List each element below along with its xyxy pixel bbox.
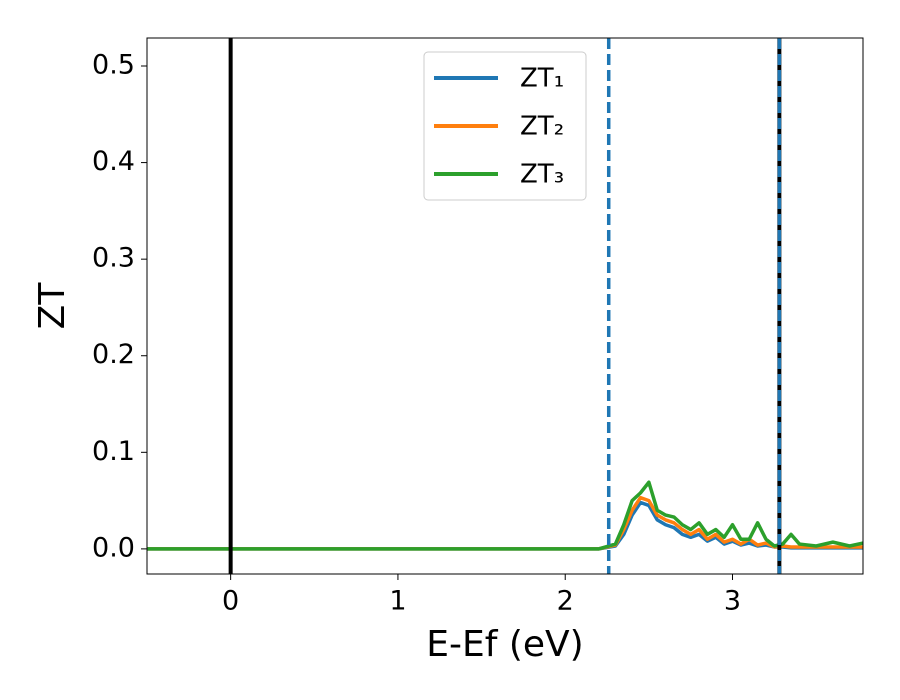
plot-frame <box>146 37 864 575</box>
plot-area <box>147 38 863 574</box>
legend-box <box>423 51 587 201</box>
x-tick-label: 3 <box>724 586 741 617</box>
y-tick-label: 0.2 <box>92 339 135 370</box>
legend-label: ZT₃ <box>520 160 564 190</box>
x-tick-label: 1 <box>389 586 406 617</box>
y-tick-label: 0.5 <box>92 50 135 81</box>
x-tick-label: 0 <box>222 586 239 617</box>
line-series <box>147 495 863 551</box>
y-tick-label: 0.1 <box>92 436 135 467</box>
y-tick-label: 0.3 <box>92 243 135 274</box>
y-axis-label: ZT <box>32 282 73 330</box>
line-series <box>147 480 863 551</box>
legend-label: ZT₁ <box>520 64 564 94</box>
legend-label: ZT₂ <box>520 112 564 142</box>
y-tick-label: 0.0 <box>92 532 135 563</box>
y-tick-label: 0.4 <box>92 146 135 177</box>
x-axis-label: E-Ef (eV) <box>426 624 583 665</box>
x-tick-label: 2 <box>557 586 574 617</box>
